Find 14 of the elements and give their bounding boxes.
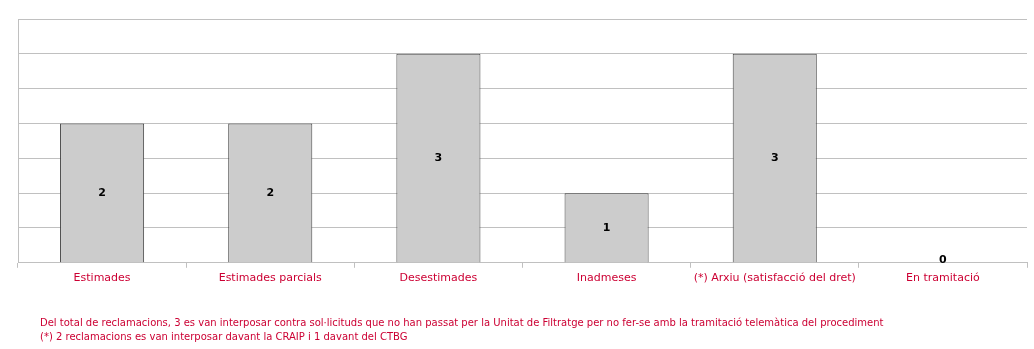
x-tick-label: (*) Arxiu (satisfacció del dret)	[693, 271, 856, 285]
data-label: 0	[939, 252, 948, 266]
data-label: 2	[98, 185, 106, 199]
text: Del total de reclamacions, 3 es van interposar contra sol·licituds que no han passat per la Unitat de Filtratge per no fer-se amb la tramitació telemàtica del procediment	[40, 316, 884, 328]
x-tick-label: Inadmeses	[576, 271, 637, 285]
text: (*) 2 reclamacions es van interposar davant la CRAIP i 1 davant del CTBG	[40, 330, 408, 342]
x-tick-label: Desestimades	[399, 271, 478, 285]
data-label: 3	[434, 150, 443, 164]
data-label: 3	[770, 150, 779, 164]
data-label: 2	[266, 185, 275, 199]
x-tick-label: En tramitació	[906, 271, 981, 285]
x-tick-label: Estimades parcials	[218, 271, 323, 285]
data-label: 1	[602, 220, 611, 234]
x-tick-label: Estimades	[73, 271, 131, 285]
